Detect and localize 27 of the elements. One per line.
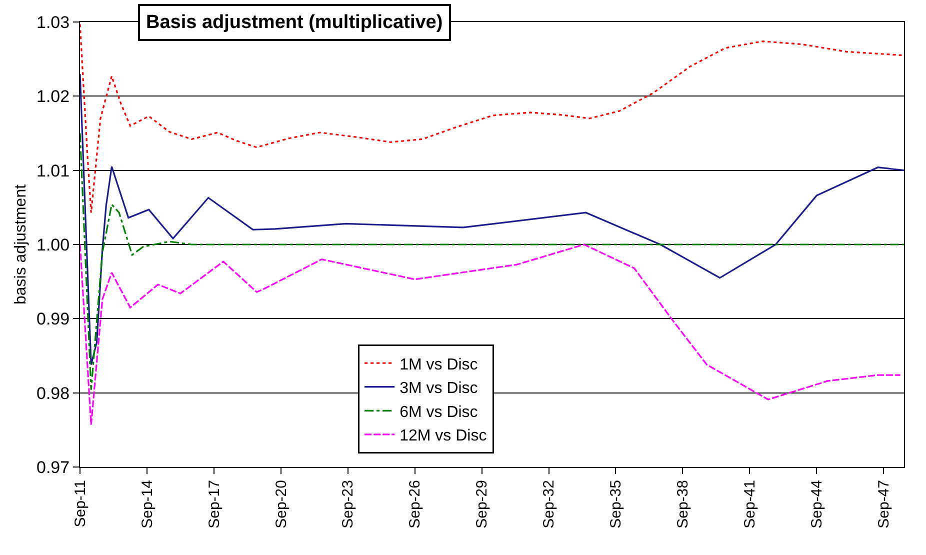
chart-title: Basis adjustment (multiplicative) xyxy=(146,12,443,33)
x-tick-label: Sep-14 xyxy=(138,480,156,528)
y-tick-label: 0.98 xyxy=(36,384,70,403)
legend-label: 3M vs Disc xyxy=(400,380,478,398)
x-tick-label: Sep-38 xyxy=(674,480,692,528)
x-tick-label: Sep-17 xyxy=(206,480,223,528)
line-series xyxy=(80,244,902,426)
y-tick-label: 1.01 xyxy=(36,161,70,180)
y-tick-label: 0.97 xyxy=(36,458,70,477)
x-tick-label: Sep-26 xyxy=(406,480,424,528)
x-tick-label: Sep-23 xyxy=(340,480,357,528)
x-tick-label: Sep-47 xyxy=(875,480,892,528)
x-tick-label: Sep-20 xyxy=(272,480,290,528)
x-tick-label: Sep-44 xyxy=(808,480,826,528)
y-tick-label: 1.02 xyxy=(36,87,70,106)
x-tick-label: Sep-29 xyxy=(474,480,491,528)
y-tick-label: 0.99 xyxy=(36,310,70,329)
legend-label: 6M vs Disc xyxy=(400,404,478,421)
x-tick-label: Sep-11 xyxy=(72,480,89,528)
x-tick-label: Sep-41 xyxy=(742,480,759,528)
x-tick-label: Sep-32 xyxy=(540,480,558,528)
y-tick-label: 1.00 xyxy=(36,235,70,254)
legend-label: 1M vs Disc xyxy=(400,356,478,374)
x-tick-label: Sep-35 xyxy=(608,480,625,528)
y-axis-title: basis adjustment xyxy=(12,184,30,305)
y-tick-label: 1.03 xyxy=(36,12,70,32)
legend-label: 12M vs Disc xyxy=(400,428,487,445)
